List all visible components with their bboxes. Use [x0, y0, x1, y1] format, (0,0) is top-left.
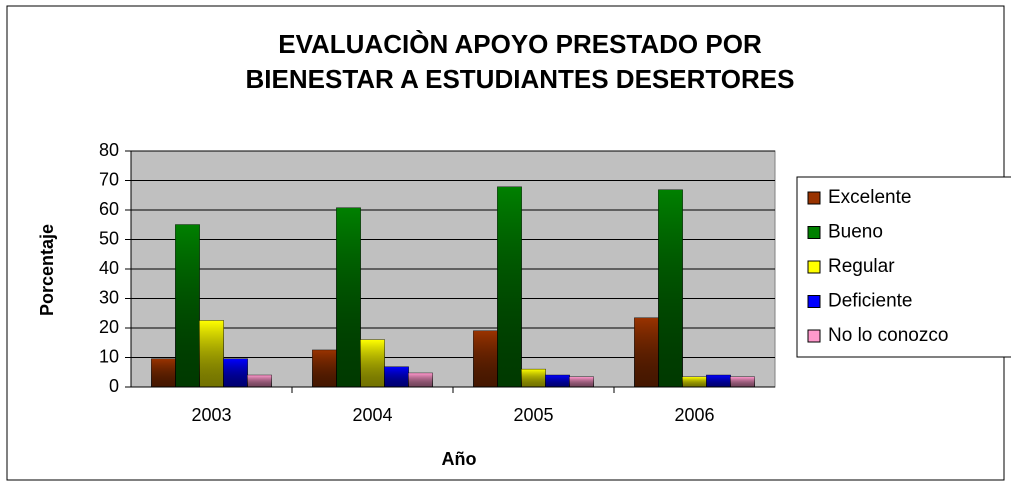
- y-tick-label: 30: [99, 287, 119, 307]
- bar: [706, 374, 731, 388]
- legend: [796, 176, 1011, 358]
- y-tick-label: 20: [99, 317, 119, 337]
- legend-label: Deficiente: [828, 291, 913, 312]
- bar: [497, 186, 522, 388]
- y-tick-label: 80: [99, 140, 119, 160]
- bar: [545, 374, 570, 388]
- y-tick-label: 10: [99, 346, 119, 366]
- bar: [634, 317, 659, 388]
- legend-swatch: [807, 295, 821, 308]
- bar: [384, 366, 409, 388]
- bar: [473, 330, 498, 388]
- bar: [521, 368, 546, 388]
- bar: [408, 372, 433, 388]
- bar: [199, 320, 224, 388]
- y-tick-label: 50: [99, 228, 119, 248]
- y-axis-label: Porcentaje: [37, 224, 57, 316]
- legend-swatch: [807, 191, 821, 205]
- bar: [312, 349, 337, 388]
- legend-swatch: [807, 329, 821, 343]
- x-tick-label: 2005: [513, 405, 553, 425]
- legend-label: Regular: [828, 256, 895, 277]
- chart-title: BIENESTAR A ESTUDIANTES DESERTORES: [246, 64, 795, 94]
- x-tick-label: 2004: [352, 405, 392, 425]
- x-axis-label: Año: [442, 449, 477, 469]
- y-tick-label: 40: [99, 258, 119, 278]
- legend-swatch: [807, 260, 821, 274]
- x-tick-label: 2006: [674, 405, 714, 425]
- bar: [360, 339, 385, 388]
- legend-label: No lo conozco: [828, 325, 948, 346]
- chart-title: EVALUACIÒN APOYO PRESTADO POR: [278, 29, 762, 59]
- bar: [730, 376, 755, 388]
- y-tick-label: 60: [99, 199, 119, 219]
- bar: [151, 358, 176, 388]
- bar: [658, 189, 683, 388]
- x-tick-label: 2003: [191, 405, 231, 425]
- y-tick-label: 70: [99, 169, 119, 189]
- legend-label: Bueno: [828, 222, 883, 243]
- bar: [336, 207, 361, 388]
- legend-label: Excelente: [828, 187, 911, 208]
- bar: [682, 376, 707, 388]
- bar: [569, 376, 594, 388]
- bar: [223, 358, 248, 388]
- y-tick-label: 0: [109, 376, 119, 396]
- bar: [175, 224, 200, 388]
- bar: [247, 374, 272, 388]
- legend-swatch: [807, 226, 821, 239]
